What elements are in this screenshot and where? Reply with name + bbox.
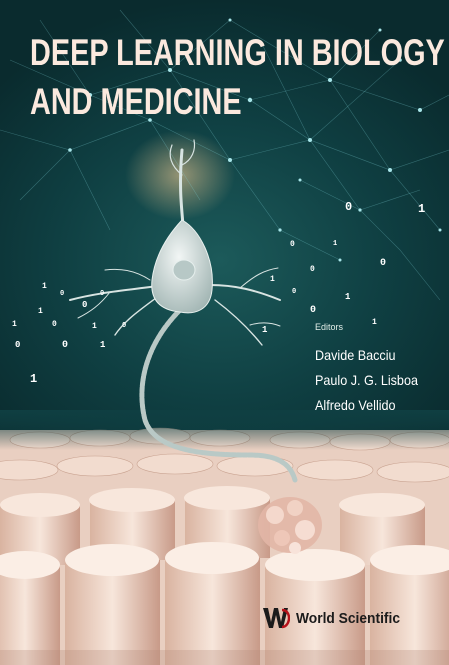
- binary-digit-decoration: 1: [100, 340, 106, 350]
- binary-digit-decoration: 1: [418, 202, 426, 216]
- editor-name: Davide Bacciu: [315, 347, 396, 363]
- publisher-name: World Scientific: [296, 609, 401, 627]
- binary-digit-decoration: 1: [92, 322, 97, 331]
- binary-digit-decoration: 1: [333, 240, 338, 248]
- binary-digit-decoration: 0: [62, 340, 69, 351]
- synapse-cluster: [258, 497, 322, 554]
- binary-digit-decoration: 1: [372, 318, 377, 327]
- network-nodes: [68, 18, 442, 262]
- binary-digit-decoration: 1: [12, 320, 17, 329]
- binary-digit-decoration: 1: [42, 282, 47, 291]
- binary-digit-decoration: 0: [310, 305, 317, 316]
- book-title-line2: AND MEDICINE: [30, 81, 242, 122]
- world-scientific-logo-icon: [263, 608, 290, 629]
- bottom-shade: [0, 650, 449, 665]
- binary-digit-decoration: 0: [82, 300, 88, 310]
- binary-digit-decoration: 1: [262, 325, 268, 335]
- binary-digit-decoration: 0: [15, 340, 21, 350]
- editor-name: Alfredo Vellido: [315, 397, 396, 413]
- binary-digit-decoration: 0: [310, 265, 315, 274]
- cylinder-floor: [0, 410, 449, 665]
- binary-digit-decoration: 1: [30, 372, 38, 386]
- binary-digit-decoration: 0: [52, 320, 57, 329]
- binary-digit-decoration: 1: [345, 292, 351, 302]
- publisher: World Scientific: [262, 606, 409, 630]
- binary-digit-decoration: 0: [345, 200, 353, 214]
- editors-label: Editors: [315, 322, 344, 332]
- editor-name: Paulo J. G. Lisboa: [315, 372, 418, 388]
- book-title: DEEP LEARNING IN BIOLOGY AND MEDICINE: [30, 28, 449, 126]
- binary-digit-decoration: 0: [292, 288, 297, 296]
- neuron-nucleus: [172, 259, 196, 281]
- binary-digit-decoration: 0: [122, 322, 127, 330]
- binary-digit-decoration: 0: [60, 290, 65, 298]
- binary-digit-decoration: 0: [100, 290, 105, 298]
- binary-digit-decoration: 0: [380, 258, 387, 269]
- binary-digit-decoration: 1: [38, 307, 43, 316]
- book-title-line1: DEEP LEARNING IN BIOLOGY: [30, 32, 445, 73]
- binary-digit-decoration: 1: [270, 275, 275, 284]
- binary-digit-decoration: 0: [290, 240, 295, 249]
